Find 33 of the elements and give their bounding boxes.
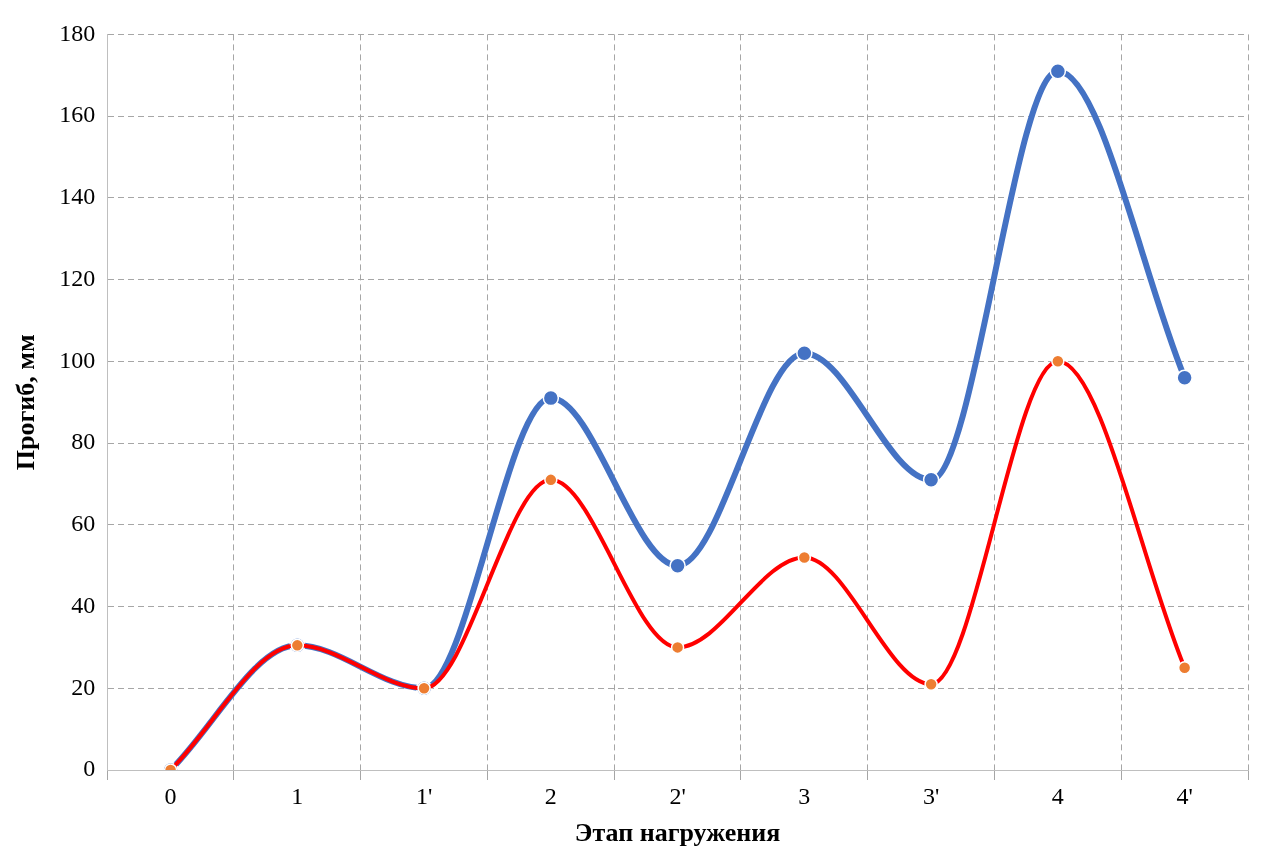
y-tick-label: 140 [59,183,96,210]
point [542,389,560,407]
x-tick-label: 2' [669,782,686,809]
y-tick-label: 120 [59,264,96,291]
x-tick-label: 0 [164,782,177,809]
y-tick-label: 0 [83,755,96,782]
x-tick-label: 4 [1051,782,1064,809]
x-axis-title: Этап нагружения [574,818,781,848]
x-tick-label: 2 [544,782,557,809]
y-tick-label: 100 [59,346,96,373]
point [670,640,685,655]
y-tick-label: 160 [59,101,96,128]
point [1049,62,1067,80]
point [544,473,558,487]
y-tick-label: 80 [71,428,96,455]
y-tick-label: 60 [71,510,96,537]
x-tick-label: 1' [415,782,433,809]
x-tick-label: 1 [291,782,304,809]
point [669,557,686,574]
point [924,677,938,691]
y-tick-label: 180 [59,19,96,46]
x-tick-label: 3' [922,782,940,809]
point [797,550,812,565]
point [922,471,940,489]
x-tick-label: 3 [798,782,811,809]
y-tick-label: 20 [71,673,96,700]
point [1177,661,1192,675]
y-tick-label: 40 [71,591,96,618]
x-tick-label: 4' [1176,782,1193,809]
point [1051,354,1065,369]
point [796,344,813,362]
point [1176,369,1193,386]
y-axis-title: Прогиб, мм [11,334,41,471]
